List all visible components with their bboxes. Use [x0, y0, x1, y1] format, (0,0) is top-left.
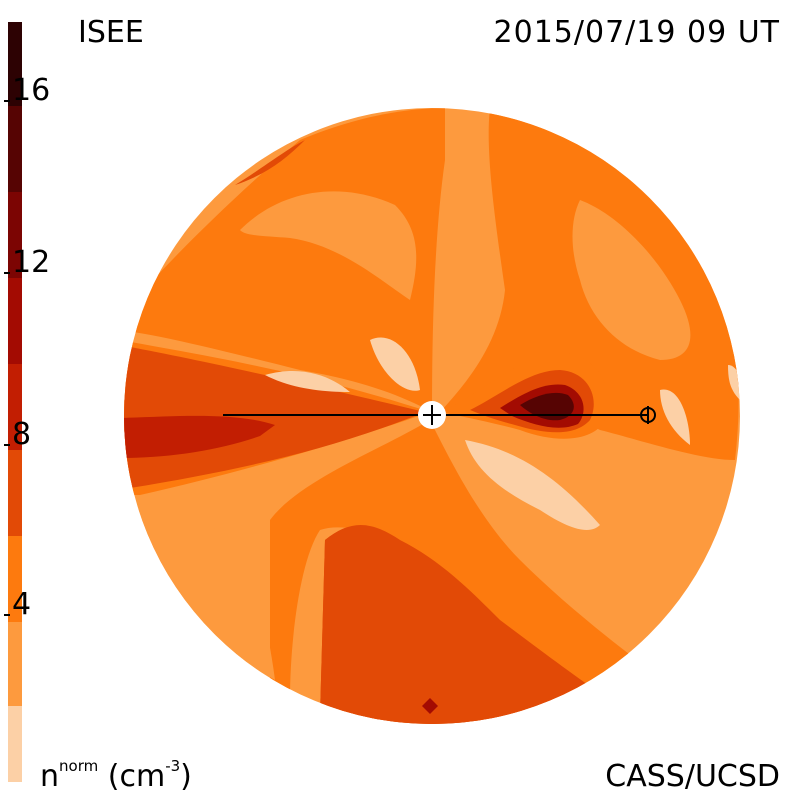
colorbar-tick-4: 4 — [12, 587, 32, 622]
colorbar-level-6-8 — [8, 450, 22, 536]
contour-upper-left-4-6 — [124, 108, 445, 412]
contour-bottom-4-6 — [270, 420, 650, 700]
colorbar-tick-12: 12 — [12, 245, 51, 280]
contour-rim-upper-6-8 — [235, 140, 305, 185]
contour-streak-left-0-2 — [265, 371, 350, 392]
contour-streak-upper-2-4 — [240, 191, 417, 300]
colorbar-level-16-18 — [8, 22, 22, 106]
colorbar-level-8-10 — [8, 364, 22, 450]
contour-left-band-8-10 — [124, 415, 275, 458]
contour-core-14-16 — [520, 392, 574, 421]
contour-right-pocket-2-4 — [572, 200, 691, 360]
colorbar-level-12-14 — [8, 192, 22, 278]
colorbar-level-0-2 — [8, 706, 22, 782]
credit-label: CASS/UCSD — [605, 759, 780, 794]
colorbar-level-14-16 — [8, 106, 22, 192]
colorbar-level-4-6 — [8, 536, 22, 622]
contour-bottom-core-6-8 — [320, 525, 610, 724]
colorbar-tick-mark-16 — [4, 100, 10, 102]
colorbar-tick-mark-8 — [4, 444, 10, 446]
contour-streak-center-0-2 — [370, 337, 420, 391]
timestamp-label: 2015/07/19 09 UT — [493, 15, 780, 50]
unit-label: nnorm (cm-3) — [40, 757, 192, 794]
colorbar — [8, 22, 22, 782]
contour-left-band-6-8 — [124, 345, 425, 488]
contour-bottom-dot-10-12 — [422, 698, 438, 714]
contour-streak-right-0-2 — [465, 440, 600, 530]
colorbar-tick-16: 16 — [12, 73, 51, 108]
colorbar-tick-mark-12 — [4, 272, 10, 274]
colorbar-level-2-4 — [8, 622, 22, 706]
colorbar-tick-8: 8 — [12, 417, 32, 452]
contour-streak-edge-0-2 — [660, 389, 690, 445]
contour-lower-left-2-4 — [124, 509, 275, 680]
colorbar-tick-mark-4 — [4, 614, 10, 616]
colorbar-level-10-12 — [8, 278, 22, 364]
instrument-label: ISEE — [78, 15, 144, 50]
